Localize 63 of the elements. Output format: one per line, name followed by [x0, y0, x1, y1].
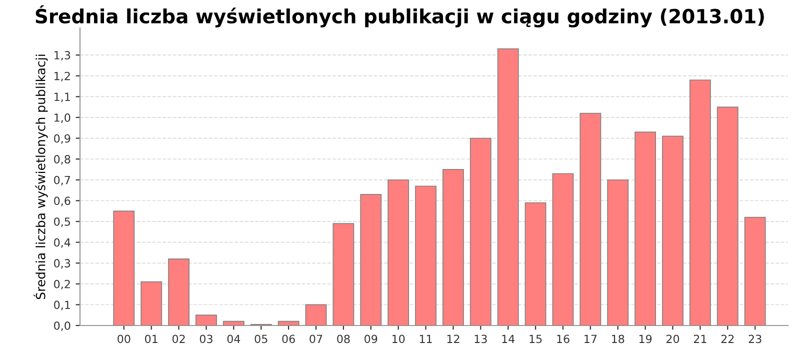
bar: [278, 320, 300, 326]
bar: [524, 202, 546, 326]
bar: [442, 169, 464, 326]
x-tick-label: 02: [172, 334, 185, 344]
y-tick-label: 0,5: [54, 217, 70, 227]
x-tick-label: 04: [227, 334, 240, 344]
x-tick-label: 09: [364, 334, 378, 344]
bar: [744, 216, 766, 326]
x-tick-label: 00: [118, 334, 130, 344]
bar: [552, 173, 574, 326]
bar: [470, 138, 492, 326]
y-tick-label: 0,9: [54, 134, 70, 144]
y-tick-label: 0,7: [54, 176, 70, 186]
bar: [222, 320, 244, 326]
bar: [415, 186, 436, 326]
y-axis-title: Średnia liczba wyświetlonych publikacji: [34, 54, 48, 300]
bar: [634, 132, 656, 326]
bar: [113, 210, 135, 326]
bar: [360, 194, 382, 326]
bar: [196, 314, 217, 326]
x-tick-label: 10: [392, 334, 405, 344]
x-tick-label: 03: [200, 334, 212, 344]
bar: [305, 304, 327, 326]
x-tick-label: 17: [584, 334, 597, 343]
x-tick-label: 11: [420, 334, 432, 343]
x-tick-label: 08: [337, 334, 350, 344]
bar: [332, 223, 354, 326]
y-tick-label: 0,0: [54, 321, 70, 332]
x-tick-label: 01: [145, 334, 158, 344]
bar: [716, 106, 738, 326]
x-tick-label: 16: [557, 334, 570, 344]
y-tick-label: 1,2: [54, 72, 70, 82]
bar: [607, 179, 629, 326]
y-tick-label: 1,0: [54, 113, 70, 123]
x-tick-label: 18: [612, 334, 624, 344]
x-tick-label: 14: [502, 334, 515, 343]
y-tick-label: 0,3: [54, 259, 70, 269]
x-tick-label: 05: [254, 334, 268, 344]
x-tick-label: 15: [530, 334, 542, 344]
y-tick-label: 0,2: [54, 280, 70, 290]
x-tick-label: 07: [310, 334, 322, 344]
chart-title: Średnia liczba wyświetlonych publikacji w ciągu godziny (2013.01): [36, 5, 764, 28]
x-tick-label: 06: [282, 334, 295, 344]
x-tick-label: 22: [721, 334, 734, 343]
y-tick-label: 0,6: [54, 196, 70, 206]
bar: [689, 80, 711, 326]
x-tick-label: 20: [666, 334, 680, 344]
x-tick-label: 19: [639, 334, 652, 344]
y-tick-label: 1,3: [54, 51, 70, 61]
x-tick-label: 12: [447, 334, 460, 343]
bar: [140, 281, 162, 326]
x-tick-label: 21: [694, 334, 706, 343]
x-tick-label: 23: [748, 334, 762, 344]
y-tick-label: 0,8: [54, 155, 70, 165]
y-tick-label: 0,1: [54, 300, 70, 310]
bar: [580, 112, 602, 326]
bar: [388, 179, 410, 326]
bar: [168, 258, 190, 326]
y-tick-label: 0,4: [54, 238, 70, 248]
bar: [497, 48, 519, 326]
x-tick-label: 13: [474, 334, 487, 344]
bar: [662, 136, 684, 326]
y-tick-label: 1,1: [54, 92, 70, 102]
